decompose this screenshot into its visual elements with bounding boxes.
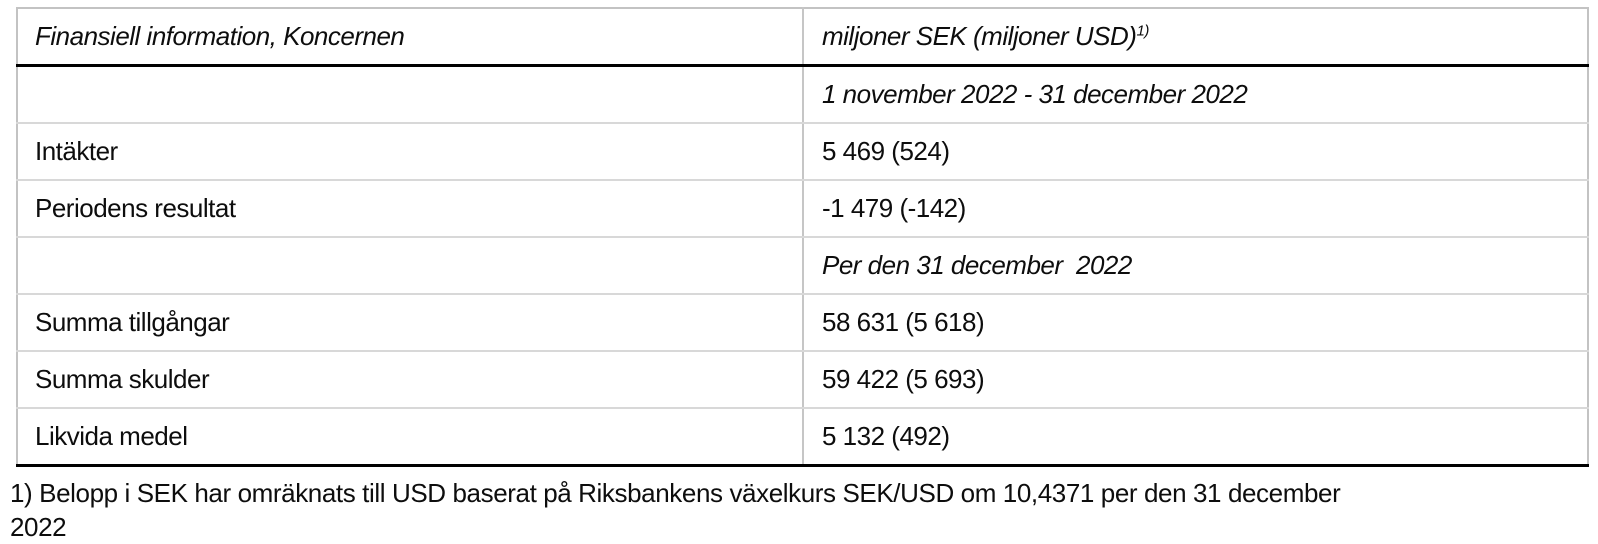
table-row-likvida-medel: Likvida medel 5 132 (492) [17, 408, 1588, 467]
document-page: Finansiell information, Koncernen miljon… [0, 7, 1598, 542]
table-row-summa-skulder: Summa skulder 59 422 (5 693) [17, 351, 1588, 409]
row-label-cell: Likvida medel [17, 408, 803, 467]
financial-information-table: Finansiell information, Koncernen miljon… [16, 7, 1589, 467]
table-row-summa-tillgangar: Summa tillgångar 58 631 (5 618) [17, 294, 1588, 352]
row-label-cell: Summa skulder [17, 351, 803, 409]
row-value-cell: -1 479 (-142) [802, 180, 1588, 238]
row-value-cell: 59 422 (5 693) [802, 351, 1588, 409]
footnote-text: 1) Belopp i SEK har omräknats till USD b… [10, 476, 1598, 544]
row-label-cell: Periodens resultat [17, 180, 803, 238]
footnote-reference-superscript: 1) [1136, 22, 1149, 40]
row-value-cell-period: 1 november 2022 - 31 december 2022 [802, 65, 1588, 124]
row-label-cell [17, 65, 803, 124]
header-cell-units: miljoner SEK (miljoner USD)1) [802, 8, 1588, 67]
table-row-intakter: Intäkter 5 469 (524) [17, 123, 1588, 181]
header-units-text: miljoner SEK (miljoner USD) [822, 21, 1137, 51]
table-row-date-heading: Per den 31 december 2022 [17, 237, 1588, 295]
row-label-cell [17, 237, 803, 295]
footnote-line-1: 1) Belopp i SEK har omräknats till USD b… [10, 478, 1341, 508]
footnote-line-2: 2022 [10, 512, 67, 542]
row-label-cell: Summa tillgångar [17, 294, 803, 352]
table-row-periodens-resultat: Periodens resultat -1 479 (-142) [17, 180, 1588, 238]
row-value-cell: 5 132 (492) [802, 408, 1588, 467]
row-value-cell: 5 469 (524) [802, 123, 1588, 181]
table-header-row: Finansiell information, Koncernen miljon… [17, 8, 1588, 67]
row-value-cell-date: Per den 31 december 2022 [802, 237, 1588, 295]
row-value-cell: 58 631 (5 618) [802, 294, 1588, 352]
table-row-period-heading: 1 november 2022 - 31 december 2022 [17, 65, 1588, 124]
row-label-cell: Intäkter [17, 123, 803, 181]
header-cell-title: Finansiell information, Koncernen [17, 8, 803, 67]
